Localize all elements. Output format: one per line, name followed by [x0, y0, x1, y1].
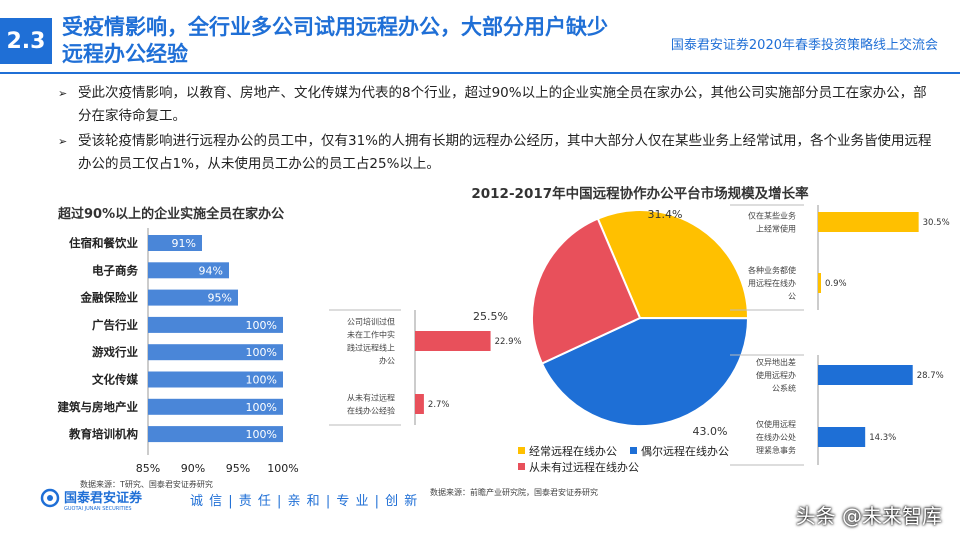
breakdown-bar: [415, 331, 491, 351]
bullet-text: 受此次疫情影响，以教育、房地产、文化传媒为代表的8个行业，超过90%以上的企业实…: [78, 85, 927, 124]
legend-label: 从未有过远程在线办公: [529, 460, 639, 474]
bar-value-label: 100%: [246, 428, 277, 441]
logo-mark-icon: 国泰君安证券 GUOTAI JUNAN SECURITIES: [40, 488, 143, 512]
page-title: 受疫情影响，全行业多公司试用远程办公，大部分用户缺少远程办公经验: [62, 15, 608, 66]
event-name: 国泰君安证券2020年春季投资策略线上交流会: [670, 38, 938, 53]
bar-category-label: 金融保险业: [80, 291, 139, 305]
bullet-list: ➢ 受此次疫情影响，以教育、房地产、文化传媒为代表的8个行业，超过90%以上的企…: [58, 82, 938, 178]
bar-value-label: 100%: [246, 319, 277, 332]
breakdown-chart: 30.5% 仅在某些业务上经常使用 0.9% 各种业务都使用远程在线办公: [730, 204, 950, 311]
bullet-item: ➢ 受该轮疫情影响进行远程办公的员工中，仅有31%的人拥有长期的远程办公经历，其…: [58, 130, 938, 176]
breakdown-category-label: 仅异地出差使用远程办公系统: [756, 357, 796, 393]
bar-category-label: 住宿和餐饮业: [69, 236, 138, 250]
bar-value-label: 94%: [199, 264, 223, 277]
bar-category-label: 广告行业: [92, 318, 138, 332]
bullet-item: ➢ 受此次疫情影响，以教育、房地产、文化传媒为代表的8个行业，超过90%以上的企…: [58, 82, 938, 128]
bar: [148, 371, 283, 388]
bar-value-label: 100%: [246, 401, 277, 414]
breakdown-value-label: 14.3%: [869, 433, 896, 443]
breakdown-bar: [818, 212, 919, 232]
x-tick-label: 100%: [267, 462, 298, 475]
header-divider: [0, 72, 960, 74]
x-tick-label: 95%: [226, 462, 250, 475]
bar: [148, 289, 238, 306]
breakdown-category-label: 仅在某些业务上经常使用: [748, 211, 796, 234]
x-tick-label: 85%: [136, 462, 160, 475]
pie-slice: [596, 209, 750, 320]
company-logo: 国泰君安证券 GUOTAI JUNAN SECURITIES: [40, 488, 170, 512]
breakdown-bar: [415, 394, 424, 414]
pie-chart-title: 2012-2017年中国远程协作办公平台市场规模及增长率: [471, 185, 809, 202]
pie-slice: [530, 217, 642, 365]
breakdown-bar: [818, 427, 866, 447]
section-number-badge: 2.3: [0, 18, 52, 64]
pie-slice-label: 31.4%: [648, 208, 683, 221]
bar-value-label: 95%: [208, 292, 232, 305]
breakdown-frame: [730, 204, 804, 311]
bar: [148, 316, 283, 333]
x-tick-label: 90%: [181, 462, 205, 475]
watermark-text: 头条 @未来智库: [795, 504, 942, 528]
bar-category-label: 文化传媒: [92, 373, 138, 387]
bar-category-label: 游戏行业: [92, 345, 138, 359]
breakdown-category-label: 各种业务都使用远程在线办公: [748, 265, 796, 301]
breakdown-chart: 28.7% 仅异地出差使用远程办公系统 14.3% 仅使用远程在线办公处理紧急事务: [730, 354, 944, 466]
remote-work-pie-chart: 2012-2017年中国远程协作办公平台市场规模及增长率 31.4% 43.0% 2…: [430, 185, 809, 497]
footer-slogan: 诚 信 | 责 任 | 亲 和 | 专 业 | 创 新: [190, 494, 419, 509]
logo-text: 国泰君安证券: [64, 490, 143, 506]
bar: [148, 262, 229, 279]
breakdown-category-label: 仅使用远程在线办公处理紧急事务: [756, 419, 796, 455]
legend-label: 偶尔远程在线办公: [641, 444, 729, 458]
bar-chart-source: 数据来源：T研究、国泰君安证券研究: [80, 479, 213, 489]
legend-swatch: [518, 463, 525, 470]
breakdown-category-label: 公司培训过但未在工作中实践过远程线上办公: [347, 317, 395, 366]
work-from-home-bar-chart: 超过90%以上的企业实施全员在家办公 住宿和餐饮业 91% 电子商务 94% 金融保险业…: [58, 206, 299, 489]
bar: [148, 426, 283, 443]
bar: [148, 398, 283, 415]
breakdown-chart: 22.9% 公司培训过但未在工作中实践过远程线上办公 2.7% 从未有过远程在线办公经…: [329, 309, 522, 426]
arrow-bullet-icon: ➢: [58, 87, 68, 100]
bullet-text: 受该轮疫情影响进行远程办公的员工中，仅有31%的人拥有长期的远程办公经历，其中大…: [78, 133, 932, 172]
bar-chart-title: 超过90%以上的企业实施全员在家办公: [58, 206, 284, 222]
breakdown-category-label: 从未有过远程在线办公经验: [347, 393, 395, 416]
bar: [148, 344, 283, 361]
bar-value-label: 91%: [172, 237, 196, 250]
legend-label: 经常远程在线办公: [529, 444, 617, 458]
breakdown-frame: [329, 309, 401, 426]
bar-category-label: 电子商务: [92, 263, 138, 277]
bar-category-label: 建筑与房地产业: [58, 400, 139, 414]
bar-value-label: 100%: [246, 374, 277, 387]
bar-value-label: 100%: [246, 346, 277, 359]
breakdown-value-label: 2.7%: [428, 400, 450, 410]
breakdown-frame: [730, 354, 804, 466]
breakdown-value-label: 28.7%: [917, 371, 944, 381]
legend-swatch: [630, 447, 637, 454]
arrow-bullet-icon: ➢: [58, 135, 68, 148]
breakdown-bar-charts: 30.5% 仅在某些业务上经常使用 0.9% 各种业务都使用远程在线办公 28.7% 仅异…: [329, 204, 950, 466]
bar-category-label: 教育培训机构: [68, 427, 138, 441]
bar: [148, 235, 202, 251]
breakdown-bar: [818, 273, 821, 293]
breakdown-value-label: 0.9%: [825, 279, 847, 289]
legend-swatch: [518, 447, 525, 454]
pie-chart-source: 数据来源：前瞻产业研究院，国泰君安证券研究: [430, 487, 598, 497]
logo-subtext: GUOTAI JUNAN SECURITIES: [64, 506, 132, 512]
breakdown-value-label: 22.9%: [495, 337, 522, 347]
pie-slice-label: 25.5%: [473, 310, 508, 323]
breakdown-value-label: 30.5%: [923, 218, 950, 228]
pie-slice-label: 43.0%: [693, 425, 728, 438]
breakdown-bar: [818, 365, 913, 385]
